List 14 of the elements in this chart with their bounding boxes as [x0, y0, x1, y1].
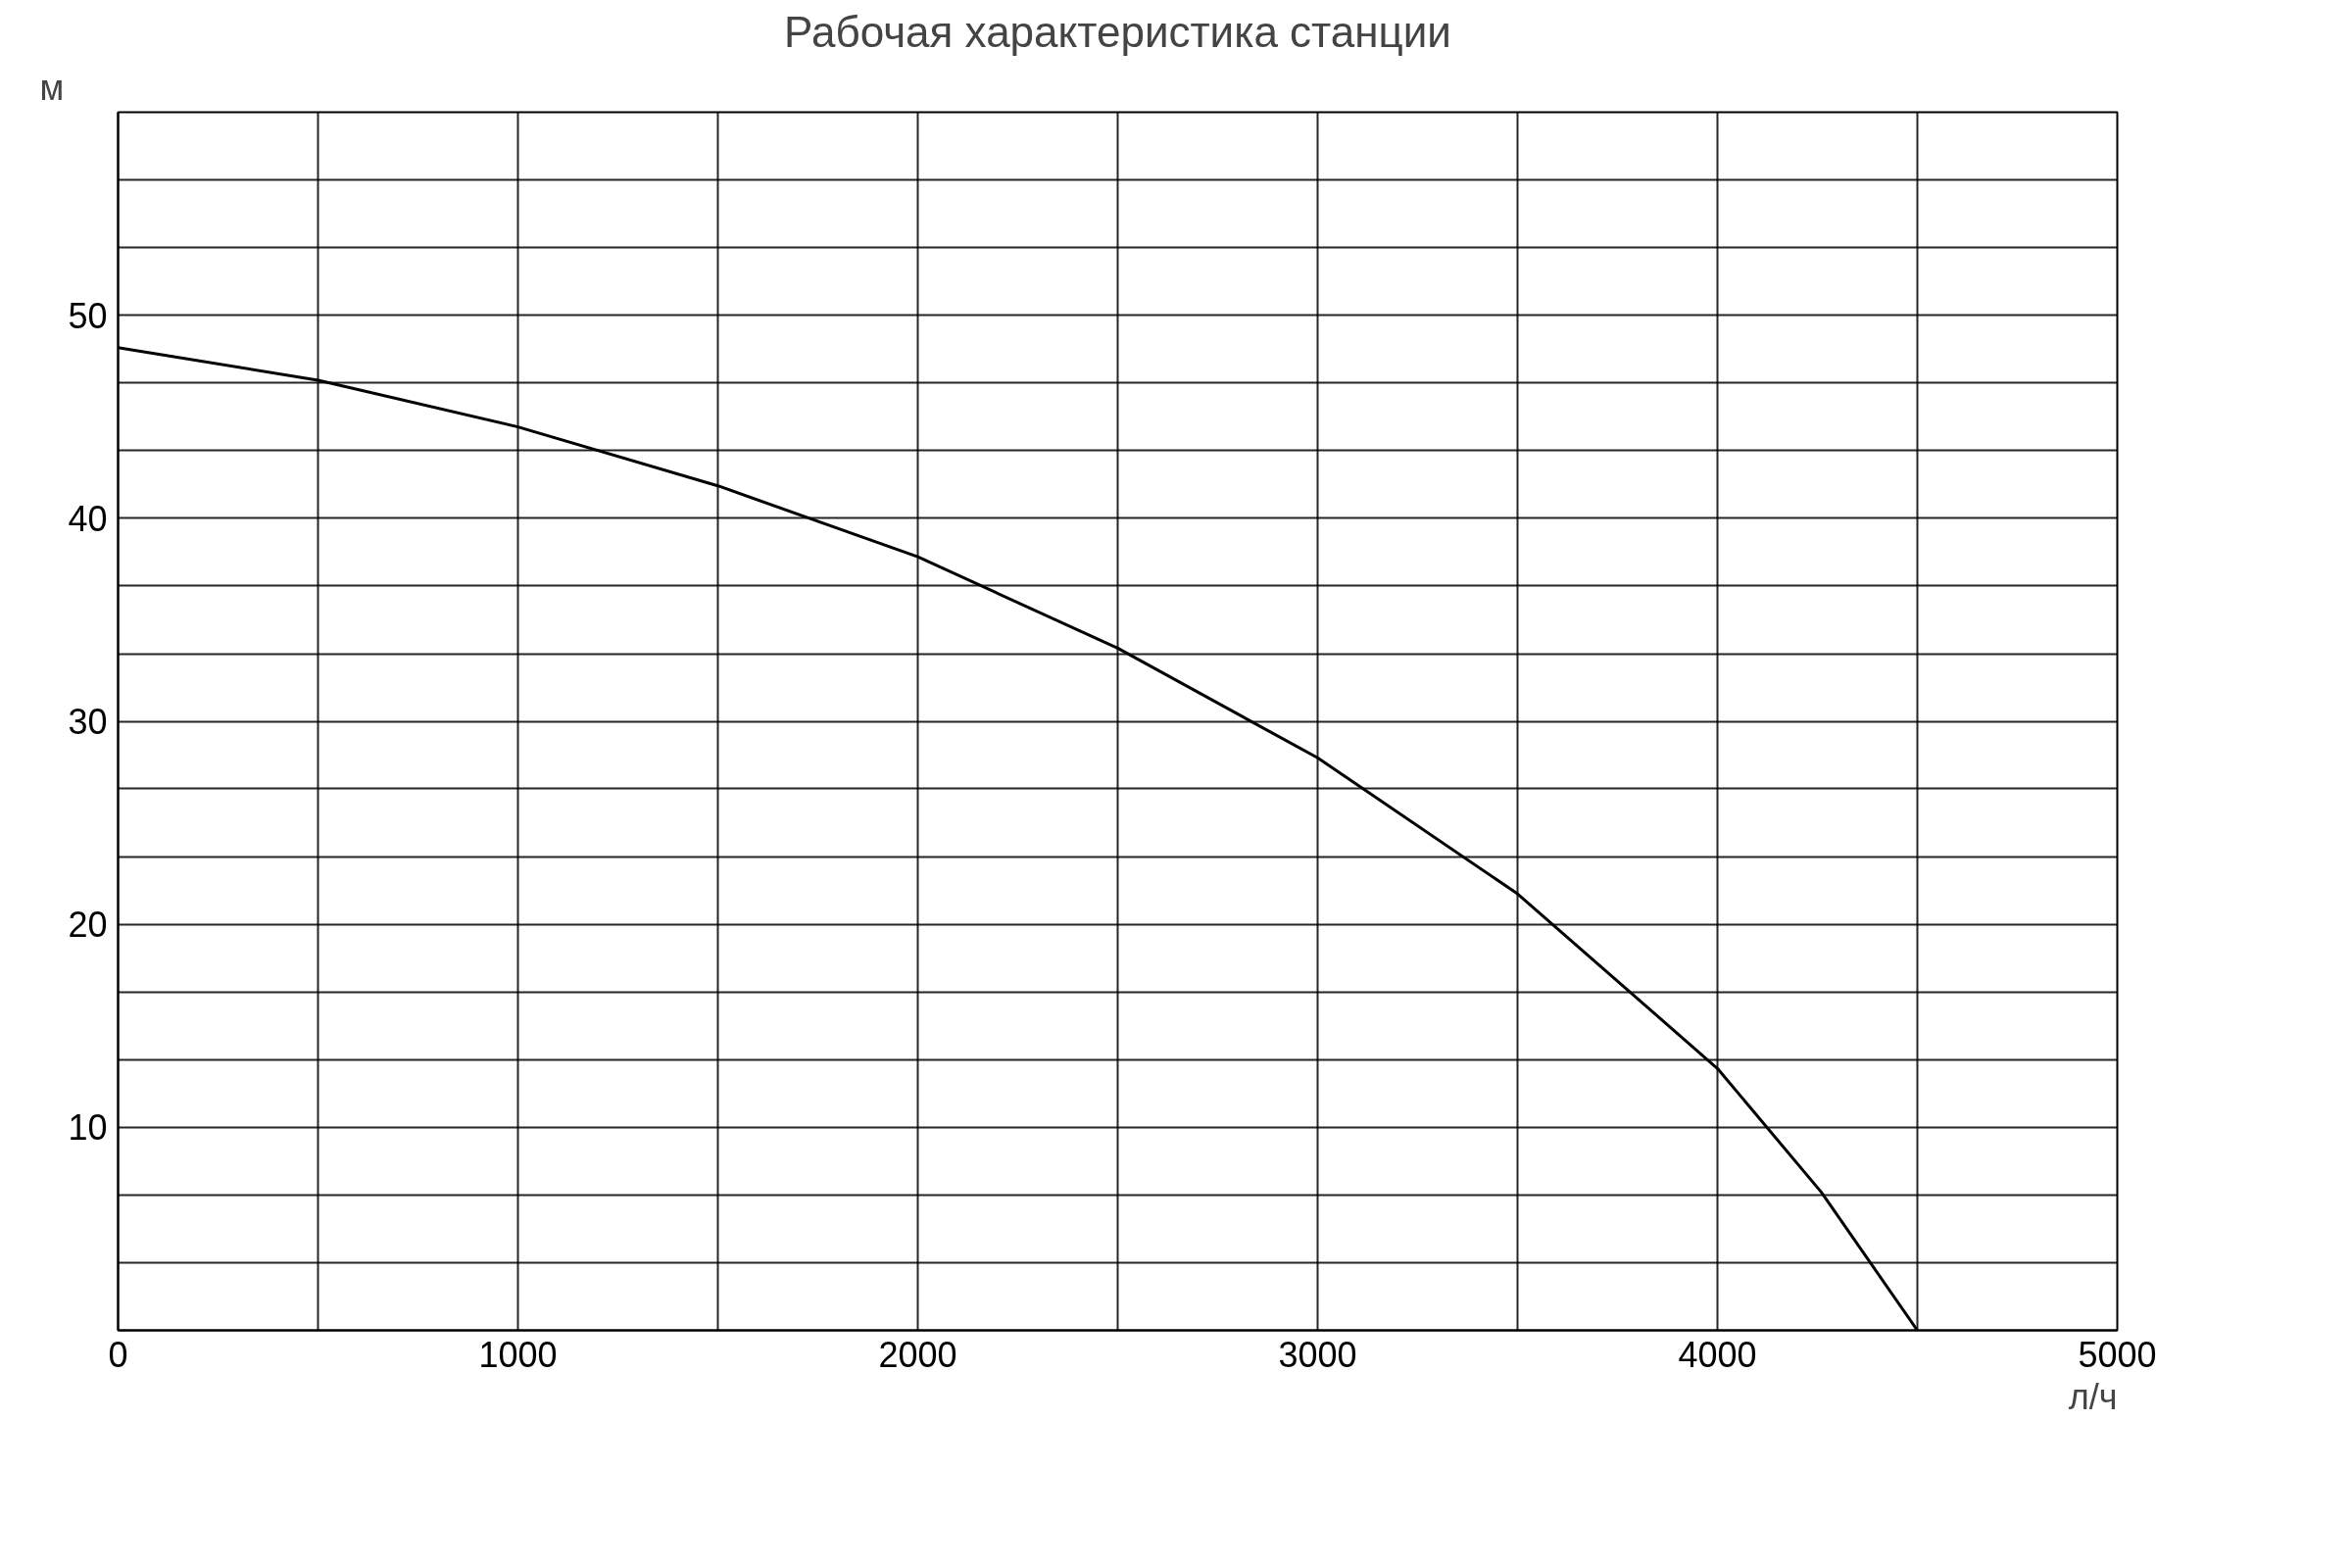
x-tick-label: 3000 — [1278, 1334, 1357, 1375]
y-tick-label: 50 — [68, 295, 108, 336]
y-tick-label: 30 — [68, 702, 108, 742]
x-tick-label: 2000 — [878, 1334, 957, 1375]
x-tick-label: 1000 — [478, 1334, 558, 1375]
x-tick-label: 0 — [108, 1334, 128, 1375]
y-tick-label: 10 — [68, 1107, 108, 1149]
y-tick-label: 20 — [68, 905, 108, 946]
y-tick-label: 40 — [68, 498, 108, 539]
x-axis-title: л/ч — [2068, 1376, 2118, 1417]
chart-title: Рабочая характеристика станции — [784, 7, 1451, 56]
y-axis-title: м — [39, 67, 65, 108]
x-tick-label: 5000 — [2078, 1334, 2157, 1375]
x-tick-label: 4000 — [1678, 1334, 1757, 1375]
